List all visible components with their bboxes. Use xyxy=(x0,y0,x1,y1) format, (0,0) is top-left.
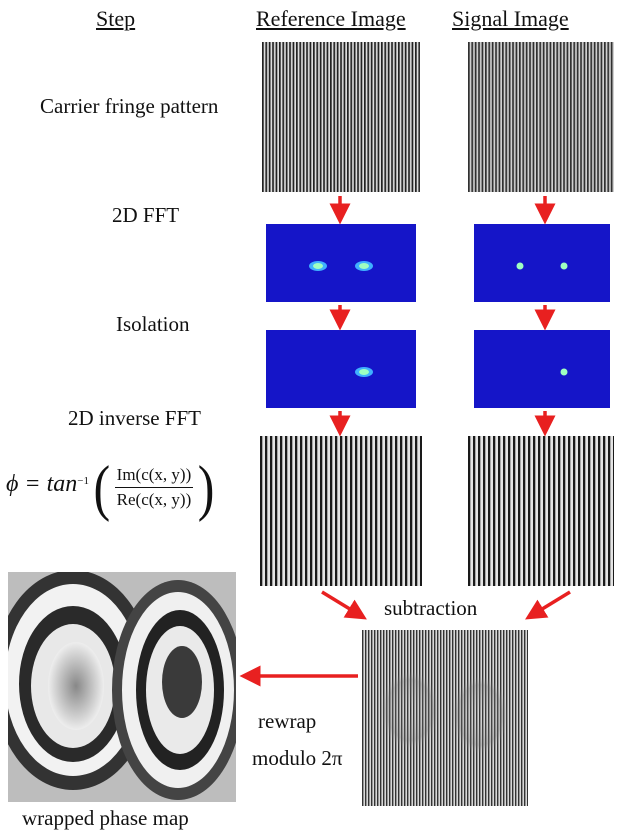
step-isolation: Isolation xyxy=(116,312,190,336)
phase-formula: ϕ = tan−1 ( Im(c(x, y)) Re(c(x, y)) ) xyxy=(6,452,215,522)
arrow-ref-to-subtraction xyxy=(321,590,367,620)
signal-fft-image xyxy=(474,224,610,302)
subtraction-result-image xyxy=(362,630,528,806)
subtraction-label: subtraction xyxy=(384,596,478,620)
wrapped-phase-map-image xyxy=(8,572,236,802)
formula-numerator: Im(c(x, y)) xyxy=(114,465,194,488)
signal-carrier-fringe-image xyxy=(468,42,614,192)
rewrap-label: rewrap xyxy=(258,709,317,733)
formula-exponent: −1 xyxy=(77,475,90,488)
arrow-sig-to-subtraction xyxy=(525,590,571,620)
modulo-label: modulo 2π xyxy=(252,746,343,770)
formula-lhs: ϕ = tan xyxy=(6,471,78,498)
formula-denominator: Re(c(x, y)) xyxy=(116,489,192,509)
step-carrier-fringe: Carrier fringe pattern xyxy=(40,94,219,118)
reference-fft-image xyxy=(266,224,416,302)
header-signal-image: Signal Image xyxy=(452,6,569,31)
reference-carrier-fringe-image xyxy=(262,42,420,192)
signal-inverse-fft-image xyxy=(468,436,614,586)
header-step: Step xyxy=(96,6,136,31)
step-2d-inverse-fft: 2D inverse FFT xyxy=(68,406,201,430)
reference-inverse-fft-image xyxy=(260,436,422,586)
wrapped-phase-map-label: wrapped phase map xyxy=(22,806,189,830)
header-reference-image: Reference Image xyxy=(256,6,406,31)
step-2d-fft: 2D FFT xyxy=(112,203,180,227)
reference-isolation-image xyxy=(266,330,416,408)
signal-isolation-image xyxy=(474,330,610,408)
